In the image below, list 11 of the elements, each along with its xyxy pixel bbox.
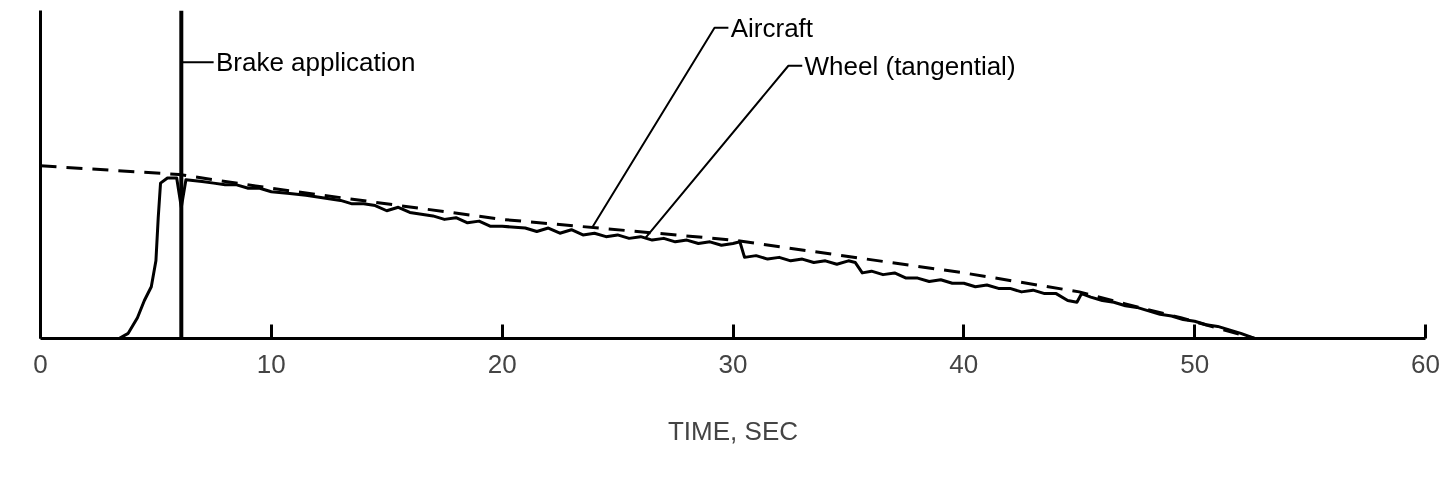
- ref-line-label: Brake application: [215, 47, 416, 78]
- x-tick-label: 20: [487, 348, 517, 379]
- x-tick-label: 40: [949, 348, 979, 379]
- x-tick-label: 60: [1411, 348, 1440, 379]
- x-tick-label: 0: [33, 348, 48, 379]
- x-axis-title: TIME, SEC: [667, 415, 799, 446]
- x-tick-label: 30: [718, 348, 748, 379]
- text: Aircraft: [730, 12, 814, 43]
- x-tick-label: 50: [1180, 348, 1210, 379]
- x-tick-label: 10: [256, 348, 286, 379]
- text: Wheel (tangential): [804, 50, 1016, 81]
